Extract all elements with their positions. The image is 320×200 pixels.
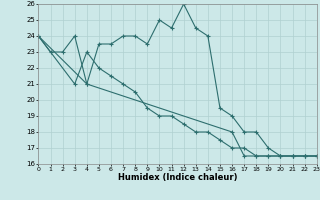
X-axis label: Humidex (Indice chaleur): Humidex (Indice chaleur) [118,173,237,182]
